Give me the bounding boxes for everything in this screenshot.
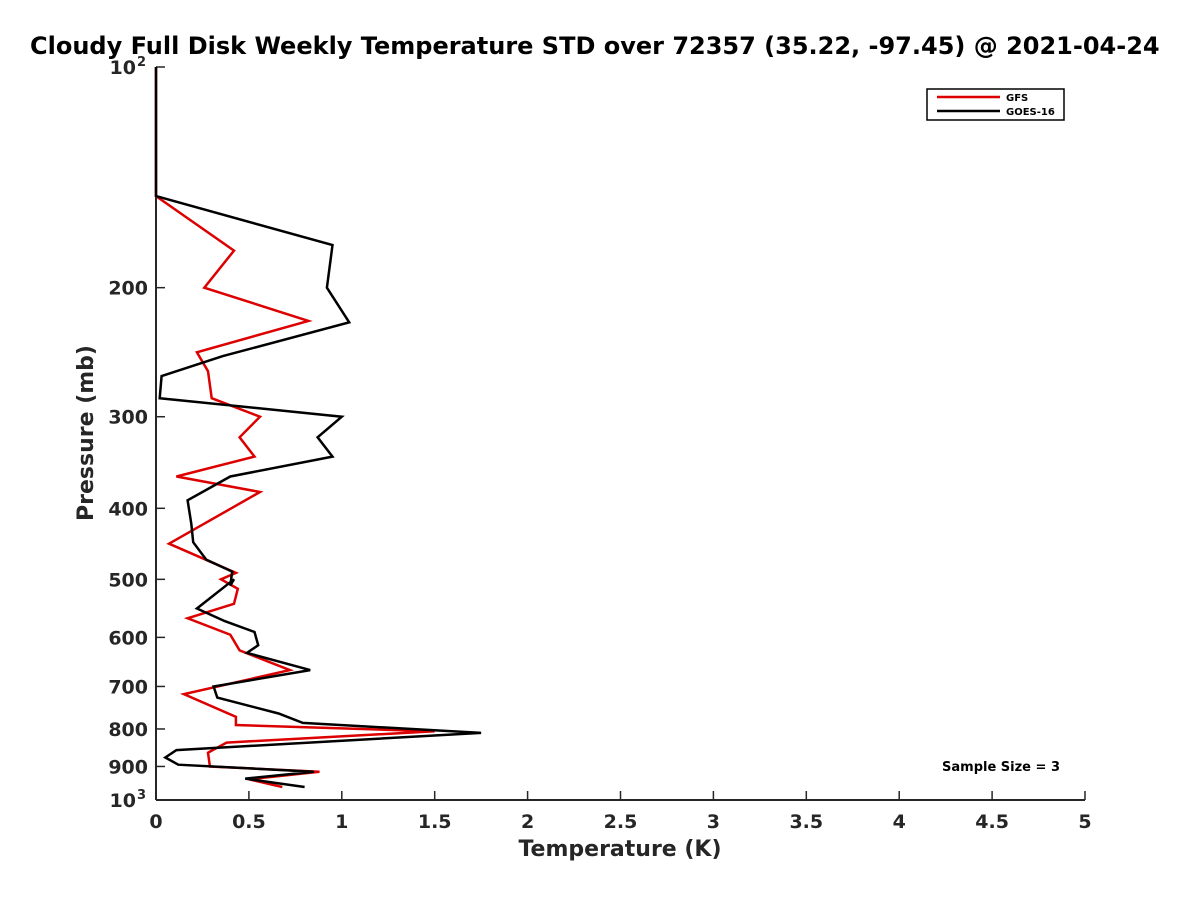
x-tick-label: 2.5	[604, 811, 638, 833]
y-tick-label: 10	[110, 57, 136, 79]
sample-size-annotation: Sample Size = 3	[942, 760, 1060, 775]
x-tick-label: 1	[335, 811, 348, 833]
legend-label-goes-16: GOES-16	[1006, 107, 1055, 118]
x-tick-label: 4.5	[975, 811, 1009, 833]
y-tick-label: 900	[108, 756, 148, 778]
x-tick-label: 0	[149, 811, 162, 833]
series-lines	[154, 67, 482, 789]
x-tick-label: 1.5	[418, 811, 452, 833]
y-tick-label: 500	[108, 569, 148, 591]
x-tick-label: 2	[521, 811, 534, 833]
x-tick-label: 3.5	[789, 811, 823, 833]
x-tick-label: 4	[893, 811, 906, 833]
legend-label-gfs: GFS	[1006, 93, 1028, 104]
chart-title: Cloudy Full Disk Weekly Temperature STD …	[30, 32, 1160, 60]
x-ticks: 0 0.5 1 1.5 2 2.5 3 3.5 4 4.5 5	[149, 791, 1092, 833]
y-tick-label: 800	[108, 719, 148, 741]
x-axis-label: Temperature (K)	[518, 837, 721, 862]
y-axis-label: Pressure (mb)	[74, 345, 99, 521]
x-tick-label: 0.5	[232, 811, 266, 833]
y-tick-label: 700	[108, 676, 148, 698]
x-tick-label: 5	[1078, 811, 1091, 833]
x-tick-label: 3	[707, 811, 720, 833]
legend-box	[926, 88, 1065, 121]
y-tick-label: 400	[108, 498, 148, 520]
y-tick-exponent: 3	[137, 788, 146, 803]
series-line-goes-16	[154, 67, 482, 789]
legend: GFS GOES-16	[926, 88, 1065, 121]
y-tick-exponent: 2	[137, 55, 146, 70]
y-tick-label: 200	[108, 278, 148, 300]
y-tick-label: 300	[108, 407, 148, 429]
y-tick-label: 600	[108, 627, 148, 649]
y-tick-label: 10	[110, 790, 136, 812]
plot-area: 0 0.5 1 1.5 2 2.5 3 3.5 4 4.5 5 10 2200300400500600…	[108, 55, 1091, 833]
